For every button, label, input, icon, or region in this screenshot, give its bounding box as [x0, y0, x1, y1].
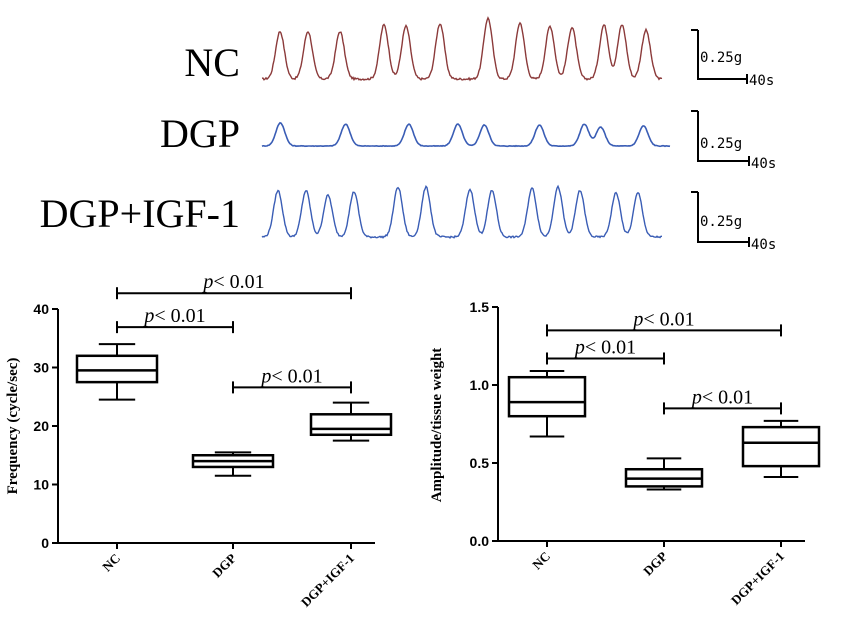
- y-tick-label: 0: [41, 535, 49, 551]
- y-tick-label: 1.0: [470, 377, 490, 393]
- scale-time-label: 40s: [751, 156, 776, 172]
- x-tick-label: NC: [529, 549, 553, 573]
- x-tick-label: DGP+IGF-1: [298, 551, 357, 610]
- p-value-label: p< 0.01: [631, 308, 694, 330]
- box-iqr: [75, 354, 159, 384]
- scale-bar-dgp-igf1: 0.25g 40s: [691, 191, 776, 253]
- y-tick-label: 10: [33, 477, 49, 493]
- significance-bracket: p< 0.01: [116, 305, 234, 334]
- p-value-label: p< 0.01: [201, 271, 264, 293]
- significance-bracket: p< 0.01: [116, 271, 352, 300]
- box-iqr: [741, 425, 821, 468]
- box-dgp: [191, 451, 275, 477]
- significance-bracket: p< 0.01: [232, 365, 352, 394]
- y-tick-label: 1.5: [470, 299, 490, 315]
- p-value-label: p< 0.01: [259, 365, 322, 387]
- y-tick-label: 0.0: [470, 533, 490, 549]
- x-tick-label: DGP: [209, 550, 239, 580]
- scale-amplitude-label: 0.25g: [700, 50, 742, 66]
- y-axis-label: Frequency (cycle/sec): [5, 358, 21, 495]
- y-axis-label: Amplitude/tissue weight: [429, 348, 445, 503]
- box-nc: [507, 369, 587, 438]
- significance-bracket: p< 0.01: [663, 386, 782, 415]
- amplitude-boxplot: 0.0 0.5 1.0 1.5 Amplitude/tissue weight NC DGP…: [429, 299, 821, 608]
- trace-dgp: [261, 121, 671, 148]
- box-nc: [75, 343, 159, 401]
- p-value-label: p< 0.01: [573, 336, 636, 358]
- x-tick-label: NC: [99, 551, 123, 575]
- scale-bar-nc: 0.25g 40s: [691, 29, 774, 89]
- box-dgp-igf-1: [741, 419, 821, 479]
- trace-label-dgp-igf1: DGP+IGF-1: [40, 191, 240, 236]
- p-value-label: p< 0.01: [690, 386, 753, 408]
- y-tick-label: 20: [33, 418, 49, 434]
- box-iqr: [507, 375, 587, 418]
- p-value-label: p< 0.01: [142, 305, 205, 327]
- scale-time-label: 40s: [749, 73, 774, 89]
- box-dgp-igf-1: [309, 401, 393, 442]
- y-tick-label: 30: [33, 360, 49, 376]
- box-dgp: [624, 457, 704, 491]
- trace-nc: [261, 16, 663, 82]
- x-tick-label: DGP+IGF-1: [728, 549, 787, 608]
- frequency-boxplot: 0 10 20 30 40 Frequency (cycle/sec) NC DGP DGP+I…: [5, 271, 393, 610]
- significance-bracket: p< 0.01: [546, 308, 782, 337]
- trace-dgp-igf1: [261, 184, 662, 239]
- y-tick-label: 0.5: [470, 455, 490, 471]
- significance-bracket: p< 0.01: [546, 336, 665, 365]
- trace-label-nc: NC: [184, 40, 240, 85]
- scale-amplitude-label: 0.25g: [700, 136, 742, 152]
- scale-bar-dgp: 0.25g 40s: [691, 110, 776, 172]
- x-tick-label: DGP: [640, 548, 670, 578]
- scale-amplitude-label: 0.25g: [700, 214, 742, 230]
- y-tick-label: 40: [33, 301, 49, 317]
- trace-label-dgp: DGP: [160, 111, 240, 156]
- box-iqr: [309, 413, 393, 437]
- scale-time-label: 40s: [751, 237, 776, 253]
